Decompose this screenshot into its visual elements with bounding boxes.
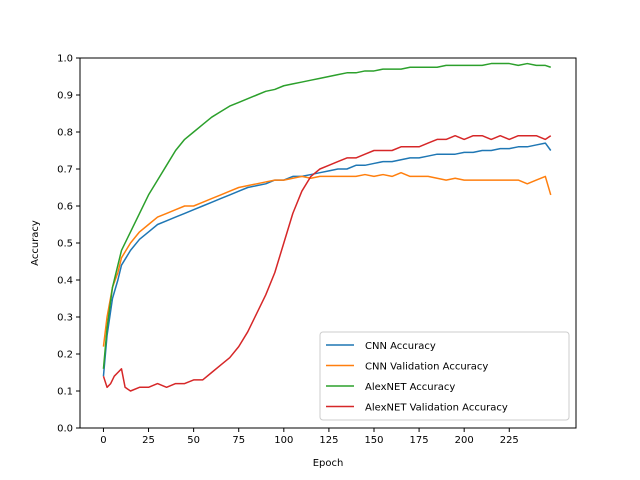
y-tick-label: 0.8 bbox=[57, 128, 73, 139]
y-tick-label: 0.7 bbox=[57, 165, 73, 176]
legend-box bbox=[319, 331, 570, 421]
x-axis-label: Epoch bbox=[313, 458, 344, 469]
x-axis: 0 25 50 75 100 125 150 175 200 225 bbox=[100, 428, 519, 446]
y-tick-label: 1.0 bbox=[57, 54, 73, 65]
y-tick-label: 0.9 bbox=[57, 91, 73, 102]
series-layer bbox=[102, 62, 552, 392]
legend: CNN Accuracy CNN Validation Accuracy AlexN… bbox=[319, 331, 570, 421]
series-line-1 bbox=[102, 171, 552, 347]
y-tick-label: 0.0 bbox=[57, 424, 73, 435]
y-tick-label: 0.2 bbox=[57, 350, 73, 361]
y-tick-label: 0.3 bbox=[57, 313, 73, 324]
y-axis-label: Accuracy bbox=[30, 220, 41, 266]
x-tick-label: 150 bbox=[364, 435, 383, 446]
y-axis: 0.0 0.1 0.2 0.3 0.4 0.5 0.6 0.7 0.8 0.9 1.0 bbox=[57, 54, 80, 435]
x-tick-label: 200 bbox=[455, 435, 474, 446]
y-tick-label: 0.6 bbox=[57, 202, 73, 213]
x-tick-label: 50 bbox=[187, 435, 200, 446]
x-tick-label: 225 bbox=[500, 435, 519, 446]
y-tick-label: 0.5 bbox=[57, 239, 73, 250]
legend-entry-1: CNN Validation Accuracy bbox=[365, 362, 488, 373]
x-tick-label: 25 bbox=[142, 435, 155, 446]
legend-entry-0: CNN Accuracy bbox=[365, 341, 436, 352]
x-tick-label: 100 bbox=[274, 435, 293, 446]
series-line-2 bbox=[102, 62, 551, 369]
legend-entry-2: AlexNET Accuracy bbox=[365, 382, 455, 393]
legend-entry-3: AlexNET Validation Accuracy bbox=[365, 403, 508, 414]
x-tick-label: 0 bbox=[100, 435, 106, 446]
x-tick-label: 125 bbox=[319, 435, 338, 446]
series-line-0 bbox=[102, 142, 552, 377]
y-tick-label: 0.1 bbox=[57, 387, 73, 398]
series-line-3 bbox=[102, 134, 552, 392]
x-tick-label: 175 bbox=[410, 435, 429, 446]
y-tick-label: 0.4 bbox=[57, 276, 73, 287]
x-tick-label: 75 bbox=[232, 435, 245, 446]
